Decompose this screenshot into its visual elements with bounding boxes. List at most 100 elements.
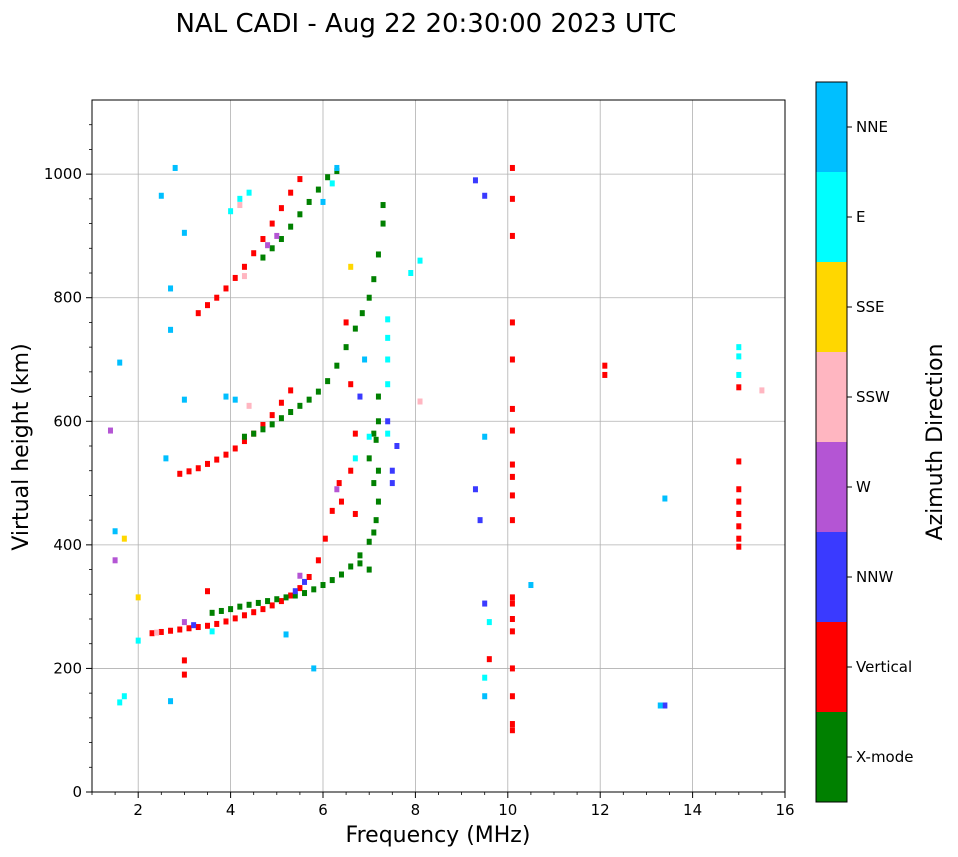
point-ssw — [241, 273, 247, 280]
point-w — [334, 486, 340, 493]
point-x-mode — [371, 430, 377, 437]
point-x-mode — [260, 254, 266, 261]
point-x-mode — [334, 362, 340, 369]
x-tick-label: 10 — [498, 801, 517, 819]
point-vertical — [329, 507, 335, 514]
point-nnw — [482, 600, 488, 607]
point-x-mode — [255, 599, 261, 606]
point-vertical — [168, 627, 174, 634]
point-vertical — [181, 671, 187, 678]
point-vertical — [241, 263, 247, 270]
point-e — [486, 619, 492, 626]
point-vertical — [736, 523, 742, 530]
point-vertical — [205, 302, 210, 309]
point-e — [246, 189, 252, 196]
point-x-mode — [274, 596, 280, 603]
point-vertical — [509, 721, 515, 728]
point-nnw — [394, 443, 400, 449]
point-vertical — [509, 616, 515, 622]
colorbar-segment — [816, 172, 847, 262]
point-sse — [135, 594, 141, 601]
x-tick-label: 12 — [591, 801, 610, 819]
point-vertical — [149, 630, 155, 637]
x-tick-label: 6 — [318, 801, 328, 819]
point-vertical — [223, 285, 229, 292]
point-vertical — [223, 618, 229, 625]
point-vertical — [205, 588, 210, 595]
point-ssw — [237, 202, 243, 209]
point-vertical — [288, 387, 294, 394]
point-nnw — [385, 418, 391, 425]
x-tick-label: 16 — [775, 801, 794, 819]
point-x-mode — [288, 409, 294, 416]
point-vertical — [214, 456, 220, 463]
point-w — [274, 232, 280, 239]
point-nne — [181, 229, 187, 236]
point-e — [121, 693, 127, 700]
point-vertical — [223, 451, 229, 458]
point-nne — [163, 455, 169, 462]
colorbar-segment — [816, 622, 847, 712]
point-vertical — [509, 492, 515, 499]
point-nnw — [292, 588, 298, 595]
point-nne — [482, 693, 488, 700]
colorbar-category-label: SSW — [856, 388, 890, 406]
point-x-mode — [373, 517, 379, 524]
point-x-mode — [302, 590, 308, 597]
point-nne — [232, 396, 238, 403]
point-x-mode — [306, 396, 312, 403]
point-e — [366, 433, 372, 440]
point-vertical — [186, 625, 192, 632]
point-vertical — [509, 232, 515, 239]
x-tick-label: 2 — [133, 801, 143, 819]
point-nne — [223, 393, 229, 400]
point-vertical — [509, 427, 515, 434]
point-e — [385, 334, 391, 341]
point-x-mode — [292, 592, 298, 599]
point-x-mode — [334, 168, 340, 175]
chart-title: NAL CADI - Aug 22 20:30:00 2023 UTC — [176, 9, 677, 39]
colorbar-segment — [816, 712, 847, 802]
point-e — [237, 195, 243, 202]
point-x-mode — [246, 601, 252, 608]
y-tick-label: 600 — [53, 412, 82, 430]
colorbar-label: Azimuth Direction — [923, 343, 948, 540]
point-e — [352, 455, 358, 462]
point-vertical — [269, 220, 275, 227]
colorbar-category-label: NNW — [856, 568, 893, 586]
point-x-mode — [375, 393, 381, 400]
point-x-mode — [329, 577, 335, 584]
colorbar: X-mode Vertical NNW W SSW SSE E NNE — [815, 81, 913, 803]
point-x-mode — [380, 220, 386, 227]
point-vertical — [251, 609, 257, 616]
point-ssw — [246, 402, 252, 409]
point-vertical — [509, 195, 515, 202]
point-vertical — [348, 467, 354, 474]
point-x-mode — [297, 402, 303, 409]
point-vertical — [509, 517, 515, 524]
point-x-mode — [251, 430, 257, 437]
point-nne — [168, 326, 174, 333]
point-nnw — [191, 622, 197, 629]
colorbar-segment — [816, 442, 847, 532]
point-nne — [657, 702, 663, 709]
point-e — [135, 637, 141, 644]
point-vertical — [288, 189, 294, 196]
point-x-mode — [380, 202, 386, 209]
point-sse — [121, 535, 127, 542]
point-nne — [334, 164, 340, 171]
point-x-mode — [366, 294, 372, 301]
point-x-mode — [278, 415, 284, 422]
point-x-mode — [269, 421, 275, 428]
point-x-mode — [260, 426, 266, 433]
point-nnw — [302, 578, 308, 585]
point-e — [385, 356, 391, 363]
point-nnw — [662, 702, 668, 709]
point-x-mode — [371, 529, 377, 536]
point-x-mode — [359, 310, 365, 317]
point-nne — [311, 665, 317, 672]
point-vertical — [297, 176, 303, 183]
point-vertical — [232, 445, 238, 452]
point-vertical — [602, 371, 608, 378]
point-ssw — [154, 629, 160, 636]
